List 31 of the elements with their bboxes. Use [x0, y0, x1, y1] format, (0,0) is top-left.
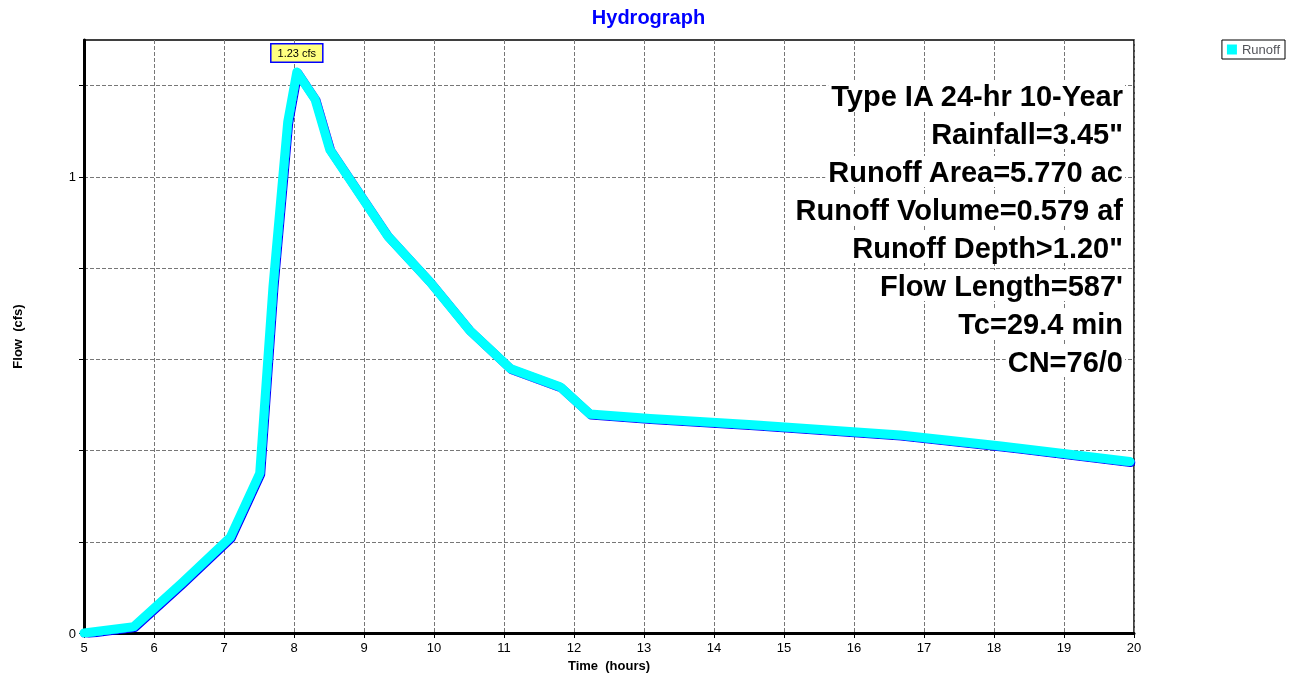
- annotation: Tc=29.4 min: [958, 307, 1123, 340]
- x-tick-label: 10: [426, 640, 442, 655]
- x-tick-label: 13: [636, 640, 652, 655]
- y-axis-title: Flow (cfs): [10, 304, 25, 369]
- chart-title: Hydrograph: [591, 6, 706, 28]
- x-axis-title: Time (hours): [567, 657, 651, 673]
- annotation: CN=76/0: [1007, 345, 1123, 378]
- x-tick-label: 6: [150, 640, 158, 655]
- x-tick-label: 7: [220, 640, 228, 655]
- x-tick-label: 15: [776, 640, 792, 655]
- annotation: Runoff Volume=0.579 af: [795, 193, 1124, 226]
- x-tick-label: 12: [566, 640, 582, 655]
- annotation: Type IA 24-hr 10-Year: [831, 79, 1123, 112]
- x-tick-label: 17: [916, 640, 932, 655]
- annotation: Runoff Area=5.770 ac: [828, 155, 1123, 188]
- x-tick-label: 18: [986, 640, 1002, 655]
- x-tick-label: 11: [497, 640, 511, 655]
- x-tick-label: 20: [1126, 640, 1142, 655]
- legend-label: Runoff: [1241, 42, 1281, 57]
- annotation: Runoff Depth>1.20": [852, 231, 1123, 264]
- x-tick-label: 8: [290, 640, 298, 655]
- x-tick-label: 5: [80, 640, 88, 655]
- x-tick-label: 16: [846, 640, 862, 655]
- x-tick-label: 19: [1056, 640, 1072, 655]
- y-tick-label: 0: [68, 625, 76, 641]
- x-tick-label: 14: [706, 640, 722, 655]
- annotation: Rainfall=3.45": [931, 117, 1123, 150]
- annotation: 1.23 cfs: [277, 46, 317, 59]
- x-tick-label: 9: [360, 640, 368, 655]
- y-tick-label: 1: [68, 169, 76, 185]
- annotation: Flow Length=587': [880, 269, 1123, 302]
